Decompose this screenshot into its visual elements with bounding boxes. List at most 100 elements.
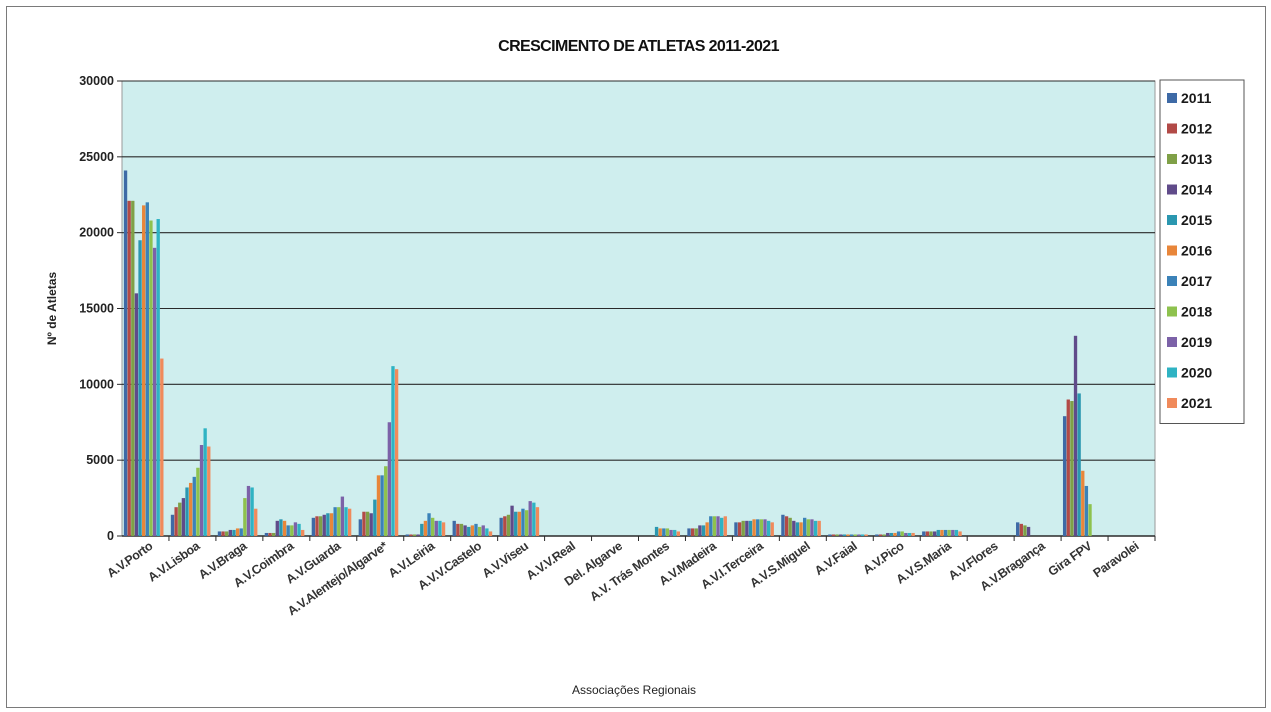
bar bbox=[474, 523, 478, 536]
bar bbox=[380, 475, 384, 536]
bar bbox=[1066, 399, 1070, 536]
x-tick-label: A.V.Lisboa bbox=[145, 538, 203, 584]
bar bbox=[524, 510, 529, 536]
bar bbox=[275, 520, 279, 536]
bar bbox=[803, 517, 807, 536]
bar bbox=[217, 531, 222, 536]
bar bbox=[925, 531, 930, 536]
bar bbox=[420, 523, 424, 536]
bar bbox=[719, 517, 724, 536]
bar bbox=[535, 507, 540, 536]
bar bbox=[846, 534, 850, 536]
bar bbox=[499, 517, 503, 536]
bar bbox=[221, 531, 225, 536]
bar bbox=[373, 499, 377, 536]
y-tick-label: 20000 bbox=[79, 226, 114, 240]
bar bbox=[488, 531, 493, 536]
bar bbox=[333, 507, 337, 536]
bar bbox=[362, 511, 366, 536]
bar bbox=[929, 531, 933, 536]
bar bbox=[178, 502, 182, 536]
legend-label: 2011 bbox=[1181, 90, 1212, 106]
bar bbox=[669, 529, 673, 536]
legend-label: 2019 bbox=[1181, 334, 1212, 350]
bar bbox=[698, 525, 702, 536]
legend-swatch-2019 bbox=[1167, 337, 1177, 347]
bar bbox=[842, 534, 847, 536]
legend-swatch-2021 bbox=[1167, 398, 1177, 408]
bar bbox=[134, 293, 139, 536]
bar bbox=[315, 516, 319, 536]
bar bbox=[431, 517, 435, 536]
bar bbox=[286, 525, 290, 536]
bar bbox=[864, 534, 868, 536]
bar bbox=[662, 528, 666, 536]
bar bbox=[282, 520, 287, 536]
bar bbox=[156, 219, 160, 536]
legend-swatch-2011 bbox=[1167, 93, 1177, 103]
y-tick-label: 15000 bbox=[79, 302, 114, 316]
bar bbox=[235, 528, 240, 536]
bar bbox=[510, 505, 514, 536]
bar bbox=[456, 523, 460, 536]
bar bbox=[517, 511, 521, 536]
bar bbox=[174, 507, 178, 536]
bar bbox=[344, 507, 348, 536]
bar bbox=[889, 532, 893, 536]
bar bbox=[763, 519, 767, 536]
bars bbox=[123, 170, 1092, 537]
legend-swatch-2014 bbox=[1167, 184, 1177, 195]
bar bbox=[384, 466, 388, 536]
bar bbox=[131, 200, 135, 537]
bar bbox=[203, 428, 207, 536]
bar bbox=[485, 528, 489, 536]
bar bbox=[149, 220, 153, 537]
bar bbox=[806, 519, 810, 536]
series-2021 bbox=[160, 358, 962, 536]
bar bbox=[886, 532, 890, 536]
bar bbox=[463, 525, 467, 536]
bar bbox=[784, 516, 789, 536]
legend-swatch-2018 bbox=[1167, 306, 1177, 317]
bar bbox=[188, 482, 193, 536]
bar bbox=[857, 534, 861, 536]
bar bbox=[152, 247, 157, 537]
series-2015 bbox=[138, 240, 1081, 536]
bar bbox=[376, 475, 381, 536]
bar bbox=[358, 519, 362, 536]
series-2012 bbox=[127, 200, 1070, 537]
bar bbox=[322, 514, 326, 536]
legend-swatch-2017 bbox=[1167, 276, 1177, 286]
bar bbox=[250, 487, 254, 536]
x-tick-labels: A.V.PortoA.V.LisboaA.V.BragaA.V.CoimbraA… bbox=[104, 536, 1156, 618]
x-tick-label: A.V. Trás Montes bbox=[587, 539, 672, 604]
bar bbox=[470, 525, 475, 536]
x-tick-label: A.V.Viseu bbox=[480, 539, 531, 581]
bar bbox=[514, 511, 518, 536]
x-tick-label: Gira FPV bbox=[1046, 538, 1096, 579]
bar bbox=[1077, 393, 1081, 536]
bar bbox=[268, 532, 272, 536]
bar bbox=[947, 529, 951, 536]
bar bbox=[687, 528, 691, 536]
x-axis-title: Associações Regionais bbox=[572, 683, 696, 697]
bar bbox=[329, 513, 334, 536]
bar bbox=[1016, 522, 1020, 536]
bar bbox=[701, 525, 706, 536]
bar bbox=[737, 522, 742, 536]
bar bbox=[481, 525, 485, 536]
y-tick-label: 5000 bbox=[86, 453, 114, 467]
bar bbox=[434, 520, 438, 536]
bar bbox=[734, 522, 738, 536]
bar bbox=[665, 528, 670, 536]
bar bbox=[813, 520, 818, 536]
bar bbox=[828, 534, 832, 536]
bar bbox=[243, 498, 247, 536]
bar bbox=[781, 514, 785, 536]
bar bbox=[318, 516, 323, 536]
bar bbox=[199, 445, 204, 536]
bar bbox=[196, 467, 200, 536]
bar bbox=[723, 516, 727, 536]
bar bbox=[301, 529, 305, 536]
bar bbox=[911, 532, 915, 536]
